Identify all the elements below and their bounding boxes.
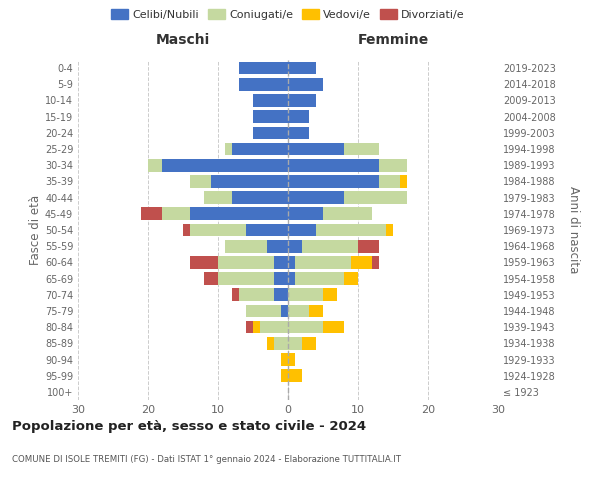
Bar <box>274 288 288 301</box>
Bar <box>232 288 239 301</box>
Bar <box>288 370 302 382</box>
Bar <box>204 192 232 204</box>
Bar <box>288 240 302 252</box>
Bar <box>232 192 288 204</box>
Bar <box>232 142 288 156</box>
Bar <box>288 304 309 318</box>
Bar <box>281 304 288 318</box>
Bar <box>218 256 274 268</box>
Bar <box>288 94 316 107</box>
Bar <box>323 321 344 334</box>
Bar <box>162 159 288 172</box>
Bar <box>162 208 190 220</box>
Bar <box>246 304 281 318</box>
Bar <box>344 192 407 204</box>
Bar <box>288 78 323 90</box>
Bar <box>386 224 393 236</box>
Text: Femmine: Femmine <box>358 34 428 48</box>
Bar <box>288 353 295 366</box>
Bar <box>274 272 288 285</box>
Bar <box>351 256 372 268</box>
Bar <box>288 126 309 139</box>
Bar <box>309 304 323 318</box>
Bar <box>288 192 344 204</box>
Y-axis label: Anni di nascita: Anni di nascita <box>567 186 580 274</box>
Bar <box>288 110 309 123</box>
Bar <box>246 321 253 334</box>
Bar <box>190 256 218 268</box>
Bar <box>288 224 316 236</box>
Bar <box>274 256 288 268</box>
Bar <box>183 224 190 236</box>
Bar <box>372 256 379 268</box>
Bar <box>295 272 344 285</box>
Bar <box>358 240 379 252</box>
Bar <box>141 208 162 220</box>
Legend: Celibi/Nubili, Coniugati/e, Vedovi/e, Divorziati/e: Celibi/Nubili, Coniugati/e, Vedovi/e, Di… <box>107 4 469 24</box>
Bar <box>316 224 386 236</box>
Bar <box>239 62 288 74</box>
Bar <box>302 337 316 349</box>
Bar <box>288 159 379 172</box>
Bar <box>267 240 288 252</box>
Bar <box>267 337 274 349</box>
Bar <box>379 175 400 188</box>
Bar <box>288 208 323 220</box>
Bar <box>323 288 337 301</box>
Bar <box>239 288 274 301</box>
Bar <box>211 175 288 188</box>
Bar <box>190 175 211 188</box>
Bar <box>295 256 351 268</box>
Bar <box>246 224 288 236</box>
Bar <box>323 208 372 220</box>
Bar <box>344 142 379 156</box>
Bar <box>288 337 302 349</box>
Bar <box>400 175 407 188</box>
Bar <box>239 78 288 90</box>
Bar <box>253 110 288 123</box>
Bar <box>260 321 288 334</box>
Bar <box>204 272 218 285</box>
Text: Maschi: Maschi <box>156 34 210 48</box>
Bar <box>379 159 407 172</box>
Text: COMUNE DI ISOLE TREMITI (FG) - Dati ISTAT 1° gennaio 2024 - Elaborazione TUTTITA: COMUNE DI ISOLE TREMITI (FG) - Dati ISTA… <box>12 455 401 464</box>
Bar <box>281 370 288 382</box>
Bar <box>288 142 344 156</box>
Bar <box>288 288 323 301</box>
Text: Popolazione per età, sesso e stato civile - 2024: Popolazione per età, sesso e stato civil… <box>12 420 366 433</box>
Bar <box>344 272 358 285</box>
Bar <box>302 240 358 252</box>
Bar <box>288 175 379 188</box>
Bar <box>190 208 288 220</box>
Bar <box>148 159 162 172</box>
Bar <box>274 337 288 349</box>
Bar <box>225 142 232 156</box>
Bar <box>225 240 267 252</box>
Bar <box>288 62 316 74</box>
Bar <box>190 224 246 236</box>
Bar <box>281 353 288 366</box>
Bar <box>253 321 260 334</box>
Bar <box>253 94 288 107</box>
Bar <box>288 256 295 268</box>
Bar <box>218 272 274 285</box>
Y-axis label: Fasce di età: Fasce di età <box>29 195 42 265</box>
Bar <box>288 321 323 334</box>
Bar <box>288 272 295 285</box>
Bar <box>253 126 288 139</box>
